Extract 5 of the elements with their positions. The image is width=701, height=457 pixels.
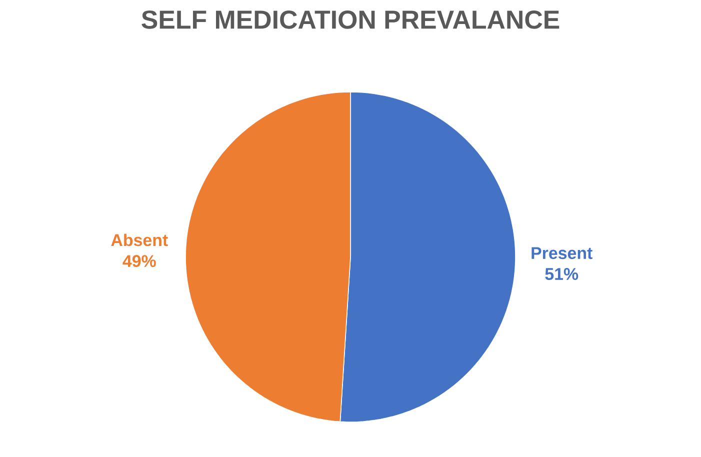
slice-label: Present: [532, 247, 592, 260]
slice-label: Absent: [111, 234, 168, 246]
data-label: 51%: [545, 268, 578, 280]
data-label: 49%: [122, 255, 156, 268]
chart-title: SELF MEDICATION PREVALANCE: [142, 10, 560, 29]
